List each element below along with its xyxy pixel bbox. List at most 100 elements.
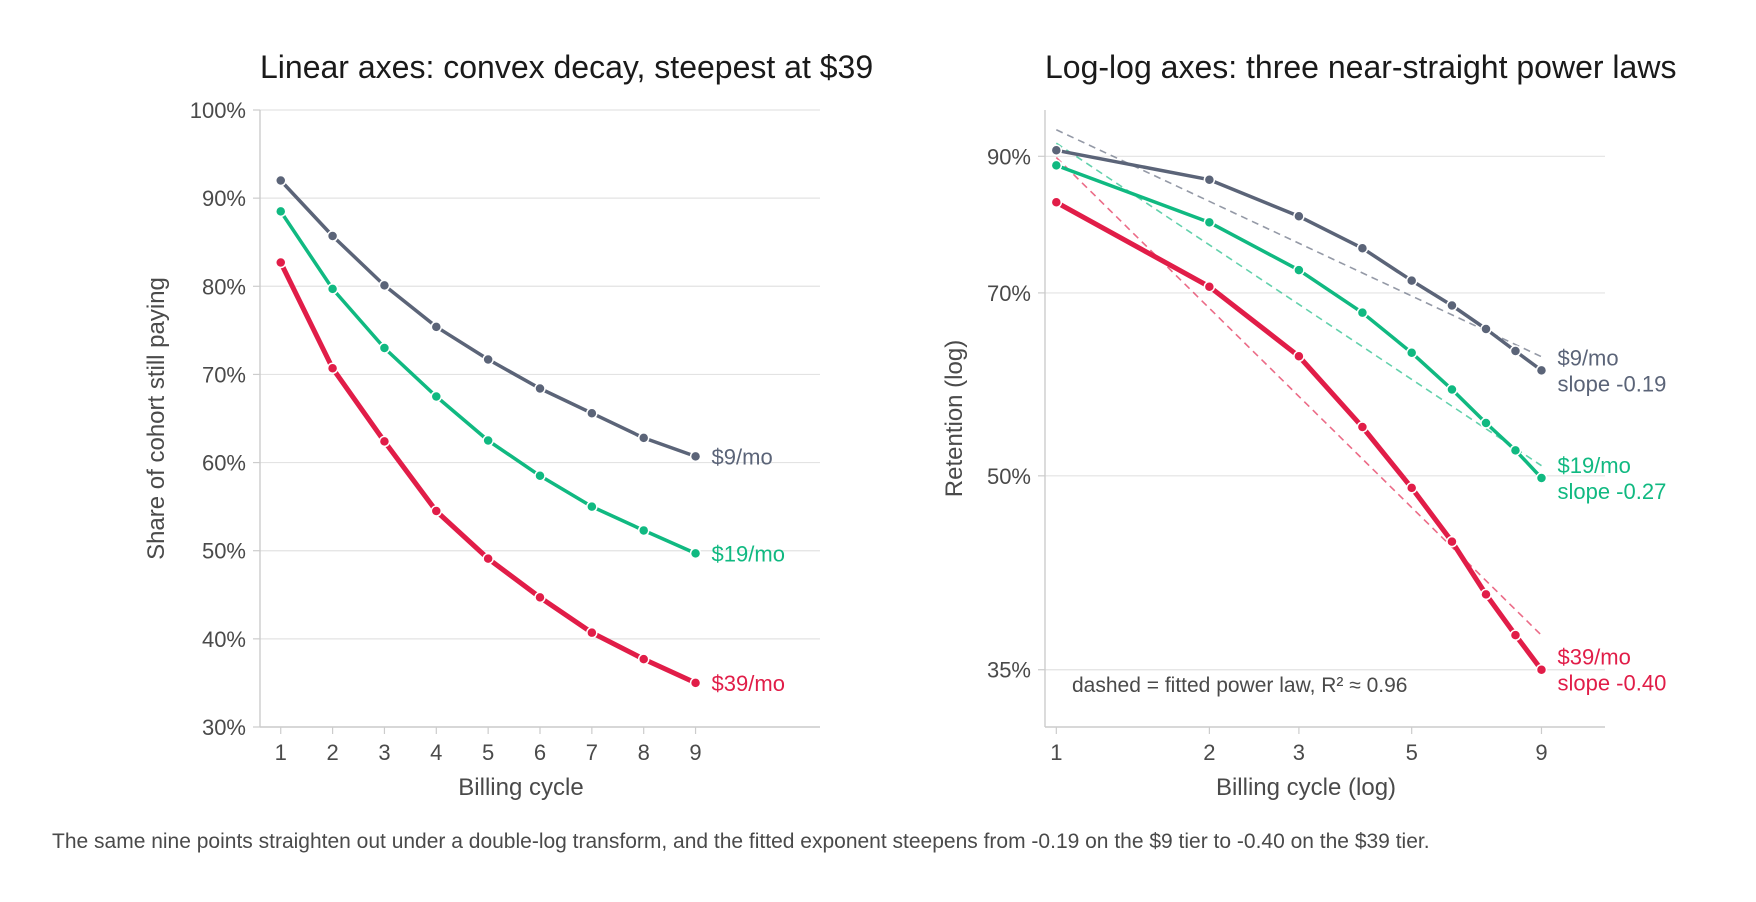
data-point (1405, 347, 1418, 359)
data-point (1509, 345, 1522, 357)
data-point (326, 230, 339, 242)
data-point (1535, 364, 1548, 377)
y-axis-label: Retention (log) (941, 340, 968, 497)
data-point (534, 591, 546, 604)
data-point (1446, 383, 1458, 396)
y-tick-label: 50% (202, 539, 246, 564)
data-point (637, 524, 650, 537)
data-point (1509, 629, 1522, 641)
data-point (274, 205, 287, 218)
data-point (1050, 159, 1063, 172)
data-point (1356, 421, 1369, 433)
x-tick-label: 3 (1293, 740, 1305, 765)
x-tick-label: 7 (586, 740, 598, 765)
series-line-1 (1054, 148, 1544, 373)
data-point (482, 434, 494, 447)
series-end-label: slope -0.27 (1557, 479, 1666, 504)
series-end-label: slope -0.19 (1557, 371, 1666, 396)
chart-panel-2: Log-log axes: three near-straight power … (941, 49, 1676, 801)
x-tick-label: 2 (1203, 740, 1215, 765)
x-tick-label: 5 (482, 740, 494, 765)
data-point (1535, 472, 1548, 484)
series-end-label: $9/mo (1557, 345, 1618, 370)
y-axis-label: Share of cohort still paying (143, 277, 170, 560)
data-point (326, 283, 339, 295)
y-tick-label: 100% (190, 98, 246, 123)
data-point (430, 321, 443, 333)
series-end-label: $9/mo (712, 444, 773, 469)
data-point (1480, 323, 1492, 335)
data-point (1050, 196, 1063, 209)
data-point (1509, 444, 1522, 457)
y-tick-label: 50% (987, 464, 1031, 489)
data-point (1293, 210, 1305, 223)
data-point (1203, 216, 1216, 229)
x-axis-label: Billing cycle (log) (1216, 774, 1396, 801)
data-point (274, 174, 287, 187)
data-point (586, 407, 598, 419)
data-point (430, 505, 443, 517)
data-point (586, 500, 598, 513)
x-tick-label: 1 (275, 740, 287, 765)
data-point (1535, 663, 1548, 676)
data-point (1480, 588, 1492, 601)
chart-panel-1: Linear axes: convex decay, steepest at $… (143, 49, 873, 801)
data-point (1203, 173, 1216, 186)
data-point (378, 342, 391, 354)
x-axis-label: Billing cycle (458, 774, 583, 801)
series-end-label: slope -0.40 (1557, 671, 1666, 696)
data-point (689, 677, 702, 689)
series-end-label: $19/mo (1557, 453, 1630, 478)
y-tick-label: 40% (202, 627, 246, 652)
figure-caption: The same nine points straighten out unde… (52, 830, 1430, 853)
data-point (1293, 264, 1305, 276)
data-point (689, 450, 702, 463)
data-point (586, 626, 598, 639)
x-tick-label: 6 (534, 740, 546, 765)
data-point (1356, 242, 1369, 254)
x-tick-label: 4 (430, 740, 442, 765)
y-tick-label: 80% (202, 274, 246, 299)
chart-title: Linear axes: convex decay, steepest at $… (260, 49, 873, 85)
chart-title: Log-log axes: three near-straight power … (1045, 49, 1676, 85)
data-point (689, 547, 702, 560)
y-tick-label: 70% (987, 281, 1031, 306)
data-point (378, 279, 391, 292)
x-tick-label: 8 (638, 740, 650, 765)
series-line-1 (278, 178, 698, 459)
x-tick-label: 5 (1406, 740, 1418, 765)
y-tick-label: 30% (202, 715, 246, 740)
y-tick-label: 60% (202, 451, 246, 476)
x-tick-label: 9 (1535, 740, 1547, 765)
data-point (637, 432, 650, 444)
series-end-label: $39/mo (712, 671, 785, 696)
annotation-note: dashed = fitted power law, R² ≈ 0.96 (1072, 674, 1407, 697)
data-point (1293, 350, 1305, 363)
data-point (482, 353, 494, 366)
data-point (1405, 274, 1418, 287)
data-point (534, 382, 546, 395)
data-point (1446, 535, 1458, 548)
y-tick-label: 35% (987, 658, 1031, 683)
y-tick-label: 70% (202, 362, 246, 387)
data-point (637, 653, 650, 665)
y-tick-label: 90% (987, 144, 1031, 169)
x-tick-label: 9 (689, 740, 701, 765)
data-point (430, 390, 443, 403)
data-point (326, 362, 339, 375)
data-point (1203, 280, 1216, 293)
data-point (482, 552, 494, 565)
y-tick-label: 90% (202, 186, 246, 211)
data-point (1480, 417, 1492, 429)
series-end-label: $39/mo (1557, 645, 1630, 670)
series-end-label: $19/mo (712, 541, 785, 566)
series-line-3 (278, 260, 699, 686)
data-point (1446, 299, 1458, 312)
data-point (534, 470, 546, 482)
data-point (274, 256, 287, 269)
x-tick-label: 2 (326, 740, 338, 765)
data-point (1356, 306, 1369, 319)
x-tick-label: 3 (378, 740, 390, 765)
data-point (378, 435, 391, 448)
